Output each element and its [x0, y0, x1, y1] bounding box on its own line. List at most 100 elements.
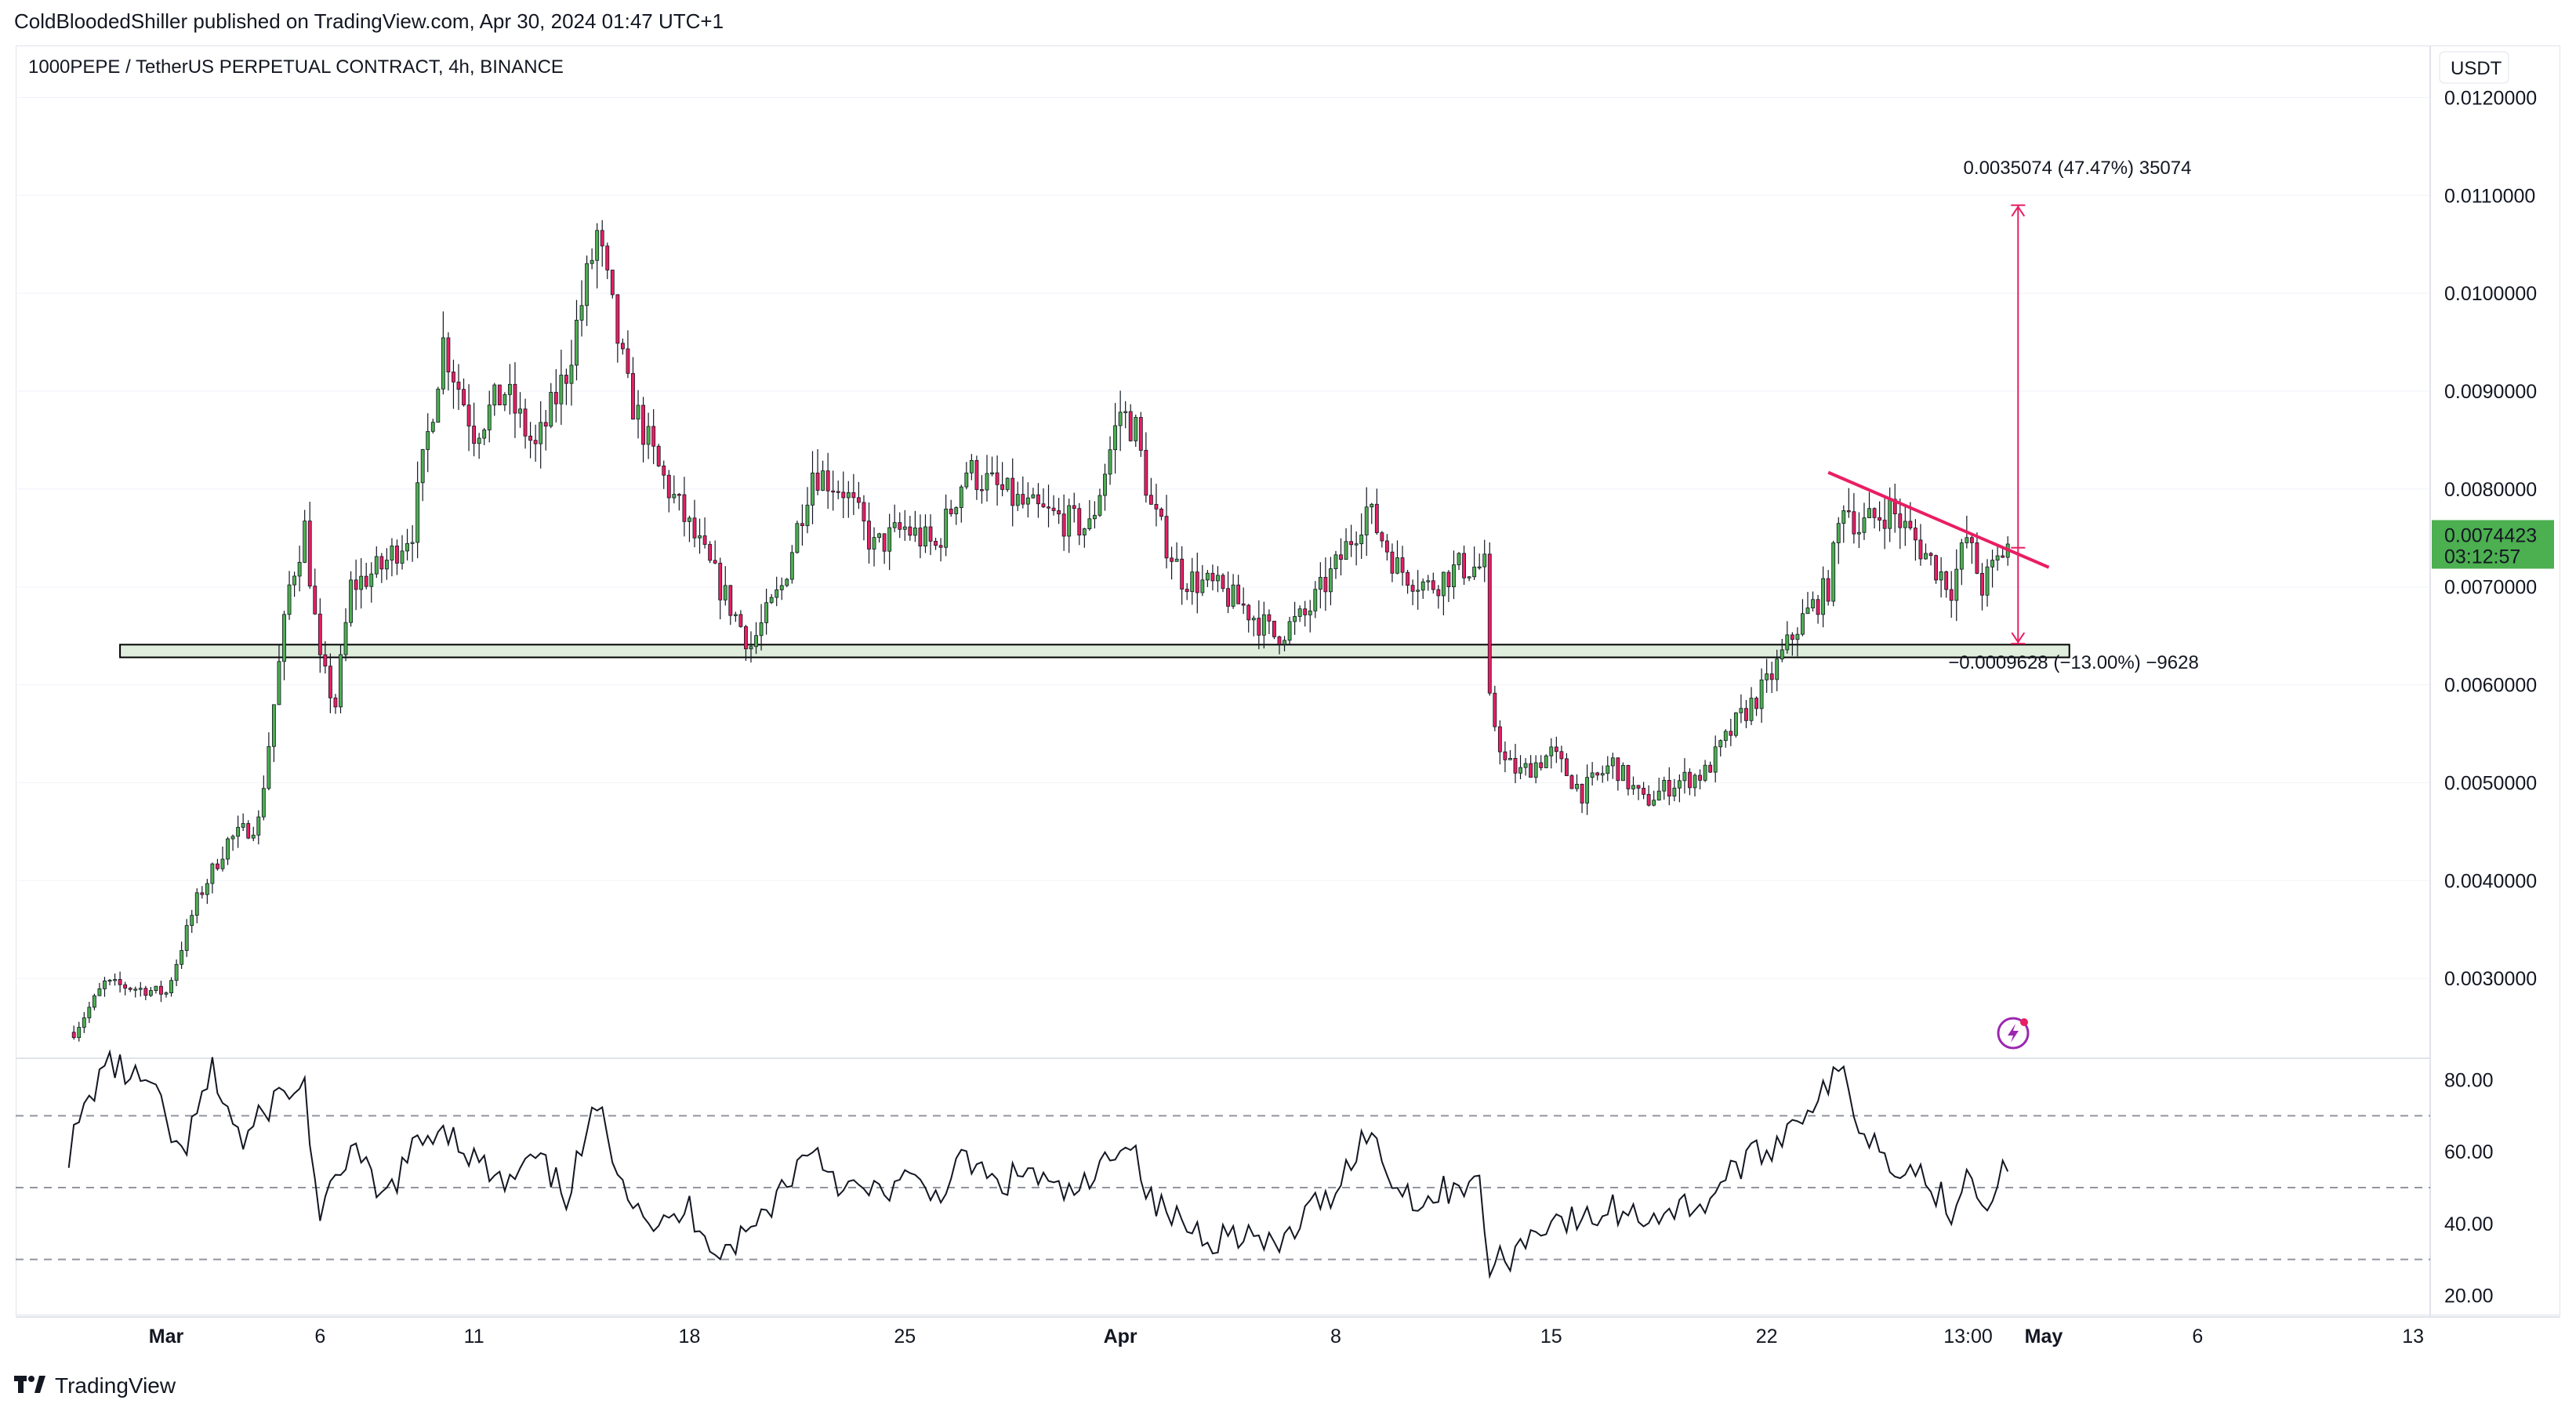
price-tick-label: 0.0030000 [2444, 968, 2537, 990]
candle-body [1698, 774, 1702, 781]
candle-body [1467, 576, 1471, 579]
measure-down-label: −0.0009628 (−13.00%) −9628 [1948, 652, 2199, 673]
candle-body [359, 575, 364, 590]
candle-body [1431, 580, 1435, 590]
candle-body [267, 745, 271, 789]
candle-body [216, 863, 220, 869]
currency-button-label: USDT [2451, 58, 2502, 79]
candle-body [518, 408, 522, 414]
candle-body [261, 788, 266, 818]
candle-body [1821, 578, 1826, 615]
candle-body [1216, 575, 1220, 582]
candle-body [1067, 505, 1072, 537]
candle-body [1949, 589, 1954, 601]
candle-body [1072, 505, 1076, 510]
candle-body [1549, 746, 1554, 756]
candle-body [1565, 758, 1569, 776]
candle-body [1733, 712, 1738, 736]
candle-body [1359, 535, 1364, 545]
candle-body [1826, 578, 1830, 602]
candle-body [1241, 603, 1246, 606]
candle-body [964, 472, 969, 488]
candle-body [646, 426, 651, 445]
candle-body [97, 988, 102, 996]
candle-body [549, 392, 553, 427]
candle-body [1739, 708, 1743, 713]
candle-body [282, 614, 286, 662]
candle-body [543, 422, 548, 427]
candle-body [482, 430, 487, 439]
candle-body [1272, 620, 1276, 637]
candle-body [877, 533, 882, 539]
candle-body [1723, 731, 1728, 742]
candle-body [1995, 555, 2000, 560]
candle-body [184, 925, 189, 951]
candle-body [297, 561, 302, 577]
descending-trendline[interactable] [1827, 470, 2050, 569]
candle-body [836, 491, 840, 493]
candle-body [1708, 764, 1713, 773]
candle-body [1025, 497, 1030, 505]
candle-body [82, 1017, 86, 1028]
candle-body [1795, 633, 1800, 640]
candle-body [666, 474, 671, 499]
candle-body [1954, 568, 1959, 601]
candle-body [1595, 772, 1600, 776]
candle-body [1195, 571, 1199, 593]
candle-body [1544, 755, 1548, 768]
candle-body [1170, 557, 1174, 562]
candle-body [1364, 506, 1369, 535]
candle-body [1846, 510, 1851, 513]
candle-body [1980, 573, 1984, 596]
candle-body [600, 230, 604, 247]
candle-body [220, 858, 225, 869]
candle-body [1134, 417, 1138, 441]
candle-body [934, 541, 938, 546]
candle-body [1231, 584, 1235, 607]
candle-body [236, 826, 241, 837]
candle-body [1652, 800, 1656, 806]
candle-body [1667, 779, 1671, 796]
candle-body [1303, 608, 1308, 615]
candle-body [1656, 790, 1661, 801]
candle-body [1190, 571, 1195, 593]
candle-body [1333, 554, 1338, 569]
candle-body [1662, 779, 1667, 792]
tradingview-brand[interactable]: TradingView [55, 1373, 176, 1398]
candle-body [769, 597, 774, 604]
candle-body [723, 585, 727, 600]
candle-body [1642, 788, 1646, 795]
candle-body [1118, 412, 1123, 426]
candle-body [1446, 571, 1451, 588]
candle-body [789, 552, 794, 580]
candle-body [902, 526, 907, 530]
candle-body [1251, 618, 1256, 621]
candle-body [605, 245, 610, 270]
candle-body [1780, 649, 1784, 660]
candle-body [1123, 411, 1128, 413]
candle-body [466, 404, 471, 426]
candle-body [569, 365, 574, 384]
candle-body [656, 445, 661, 466]
candle-body [1108, 449, 1112, 475]
candle-body [882, 533, 887, 552]
candle-body [159, 985, 163, 995]
rsi-tick-label: 80.00 [2444, 1070, 2494, 1092]
candle-body [1482, 553, 1487, 568]
candle-body [912, 528, 917, 536]
candle-body [595, 230, 600, 261]
candle-body [800, 523, 804, 527]
support-zone[interactable] [119, 644, 2070, 658]
candle-body [1718, 740, 1723, 748]
candle-body [1744, 708, 1748, 721]
candle-body [1221, 575, 1225, 589]
candle-body [169, 980, 173, 994]
candle-body [287, 584, 292, 615]
price-tick-label: 0.0050000 [2444, 772, 2537, 794]
candle-body [918, 528, 923, 547]
candle-body [92, 995, 96, 1008]
currency-button[interactable] [2439, 51, 2509, 84]
candle-body [1878, 517, 1882, 521]
time-tick-label: 6 [314, 1326, 325, 1348]
